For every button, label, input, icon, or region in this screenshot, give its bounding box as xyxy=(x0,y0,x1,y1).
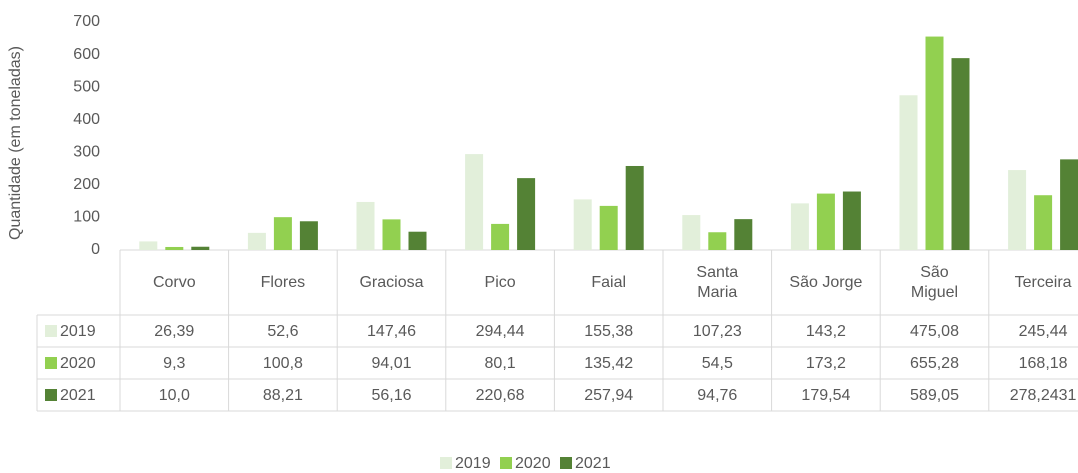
x-category-cell: Corvo xyxy=(152,273,196,291)
bar xyxy=(356,201,375,250)
legend-key xyxy=(45,325,57,337)
x-category-cell: Pico xyxy=(484,273,516,291)
y-tick-label: 300 xyxy=(73,144,100,161)
bar xyxy=(573,199,592,250)
x-tick-label: São Miguel xyxy=(910,263,959,301)
bar xyxy=(842,191,861,250)
table-value: 220,68 xyxy=(476,387,525,404)
legend-key xyxy=(500,457,512,469)
table-value: 278,2431 xyxy=(1010,387,1077,404)
y-tick-label: 100 xyxy=(73,209,100,226)
table-value: 9,3 xyxy=(163,355,185,372)
bar xyxy=(682,215,701,250)
table-value: 655,28 xyxy=(910,355,959,372)
bar xyxy=(408,231,427,250)
table-value: 135,42 xyxy=(584,355,633,372)
legend-label: 2020 xyxy=(515,455,551,472)
bar xyxy=(790,203,809,250)
bar xyxy=(247,232,266,250)
x-tick-label: Faial xyxy=(591,273,627,291)
table-value: 94,01 xyxy=(371,355,411,372)
table-value: 52,6 xyxy=(267,323,298,340)
x-tick-label: Graciosa xyxy=(359,273,424,291)
y-tick-label: 0 xyxy=(91,241,100,258)
bar xyxy=(491,223,510,250)
x-tick-label: Pico xyxy=(484,273,516,291)
y-tick-label: 700 xyxy=(73,13,100,30)
y-tick-label: 500 xyxy=(73,78,100,95)
bar xyxy=(899,95,918,250)
x-category-cell: Terceira xyxy=(1014,273,1072,291)
bar xyxy=(517,178,536,250)
table-value: 54,5 xyxy=(702,355,733,372)
bar xyxy=(734,219,753,250)
x-category-cell: Graciosa xyxy=(359,273,424,291)
table-value: 257,94 xyxy=(584,387,633,404)
table-value: 26,39 xyxy=(154,323,194,340)
bar xyxy=(925,36,944,250)
legend-label: 2021 xyxy=(575,455,611,472)
bar xyxy=(625,165,644,250)
bar xyxy=(816,193,835,250)
table-value: 179,54 xyxy=(801,387,850,404)
bar xyxy=(273,217,292,250)
legend-key xyxy=(45,389,57,401)
table-value: 168,18 xyxy=(1019,355,1068,372)
table-value: 173,2 xyxy=(806,355,846,372)
x-category-cell: Santa Maria xyxy=(696,263,739,301)
y-tick-label: 600 xyxy=(73,46,100,63)
x-category-cell: Faial xyxy=(591,273,627,291)
table-value: 80,1 xyxy=(485,355,516,372)
x-tick-label: Corvo xyxy=(152,273,196,291)
legend-key xyxy=(45,357,57,369)
legend-key xyxy=(440,457,452,469)
bar xyxy=(1008,170,1027,250)
table-value: 88,21 xyxy=(263,387,303,404)
table-value: 155,38 xyxy=(584,323,633,340)
legend-key xyxy=(560,457,572,469)
table-row-label: 2019 xyxy=(60,323,96,340)
x-category-cell: São Miguel xyxy=(910,263,959,301)
bar xyxy=(165,246,184,250)
y-axis-label: Quantidade (em toneladas) xyxy=(7,46,24,240)
bar xyxy=(382,219,401,250)
bar xyxy=(139,241,158,250)
table-value: 143,2 xyxy=(806,323,846,340)
x-tick-label: São Jorge xyxy=(789,273,863,291)
bar xyxy=(1034,195,1053,250)
bar xyxy=(191,246,210,250)
table-value: 475,08 xyxy=(910,323,959,340)
bar xyxy=(1060,159,1078,250)
table-row-label: 2021 xyxy=(60,387,96,404)
x-tick-label: Santa Maria xyxy=(696,263,739,301)
bar xyxy=(708,232,727,250)
table-value: 56,16 xyxy=(371,387,411,404)
table-value: 107,23 xyxy=(693,323,742,340)
table-value: 589,05 xyxy=(910,387,959,404)
bar xyxy=(951,58,970,250)
table-value: 10,0 xyxy=(159,387,190,404)
bar xyxy=(599,205,618,250)
table-value: 94,76 xyxy=(697,387,737,404)
table-row-label: 2020 xyxy=(60,355,96,372)
table-value: 245,44 xyxy=(1019,323,1068,340)
x-category-cell: São Jorge xyxy=(789,273,863,291)
table-value: 294,44 xyxy=(476,323,525,340)
y-tick-label: 200 xyxy=(73,176,100,193)
x-tick-label: Flores xyxy=(260,273,306,291)
table-value: 147,46 xyxy=(367,323,416,340)
x-category-cell: Flores xyxy=(260,273,306,291)
table-value: 100,8 xyxy=(263,355,303,372)
legend-label: 2019 xyxy=(455,455,491,472)
bar xyxy=(299,221,318,250)
x-tick-label: Terceira xyxy=(1014,273,1072,291)
y-tick-label: 400 xyxy=(73,111,100,128)
bar xyxy=(465,154,484,250)
